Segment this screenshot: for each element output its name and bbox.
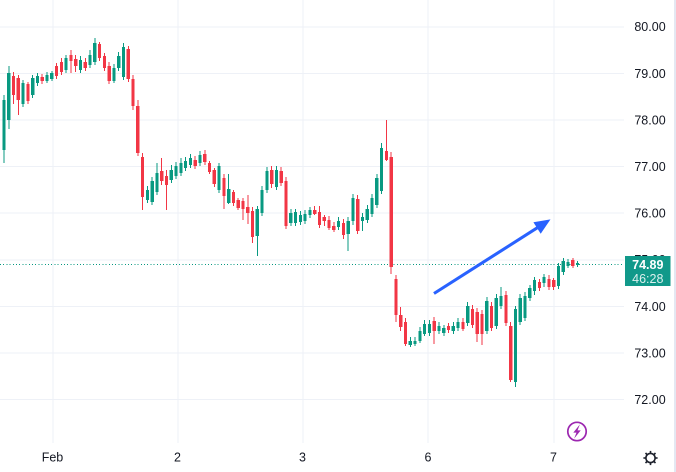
svg-text:73.00: 73.00 xyxy=(634,346,665,360)
svg-text:46:28: 46:28 xyxy=(632,272,663,286)
svg-text:3: 3 xyxy=(299,451,306,465)
svg-text:74.89: 74.89 xyxy=(632,258,663,272)
svg-text:77.00: 77.00 xyxy=(634,160,665,174)
svg-text:72.00: 72.00 xyxy=(634,393,665,407)
svg-text:6: 6 xyxy=(425,451,432,465)
svg-text:79.00: 79.00 xyxy=(634,67,665,81)
svg-text:2: 2 xyxy=(174,451,181,465)
svg-text:80.00: 80.00 xyxy=(634,20,665,34)
svg-text:78.00: 78.00 xyxy=(634,113,665,127)
svg-text:7: 7 xyxy=(550,451,557,465)
svg-text:Feb: Feb xyxy=(42,451,64,465)
svg-text:76.00: 76.00 xyxy=(634,207,665,221)
svg-text:74.00: 74.00 xyxy=(634,300,665,314)
